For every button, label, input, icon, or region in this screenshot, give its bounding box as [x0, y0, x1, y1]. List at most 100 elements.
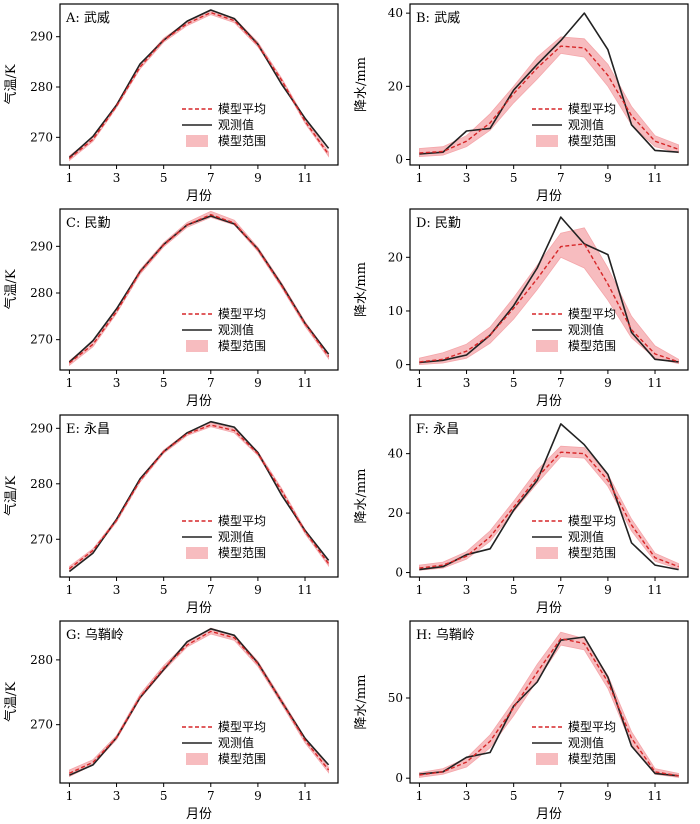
legend-obs-label: 观测值 [218, 322, 254, 337]
legend-mean-label: 模型平均 [568, 307, 616, 321]
x-tick-label: 1 [66, 171, 74, 185]
x-tick-label: 7 [557, 583, 565, 597]
model-mean-line [68, 424, 330, 570]
legend-mean-label: 模型平均 [218, 102, 266, 116]
legend-range-swatch [186, 340, 208, 352]
panel-title: D: 民勤 [416, 216, 461, 231]
legend-range-label: 模型范围 [218, 546, 266, 560]
x-tick-label: 5 [160, 376, 168, 390]
y-tick-label: 280 [30, 286, 53, 300]
x-tick-label: 3 [113, 789, 121, 803]
plot-frame [409, 3, 689, 166]
legend-obs-label: 观测值 [218, 735, 254, 750]
panel-title: C: 民勤 [66, 216, 110, 231]
legend-range-label: 模型范围 [218, 134, 266, 148]
legend-range-label: 模型范围 [568, 752, 616, 766]
x-tick-label: 9 [254, 789, 262, 803]
legend-mean-label: 模型平均 [568, 514, 616, 528]
x-tick-label: 11 [647, 171, 662, 185]
x-tick-label: 3 [113, 583, 121, 597]
model-range-band [69, 422, 329, 572]
panel-title: H: 乌鞘岭 [416, 627, 475, 643]
x-axis-label: 月份 [536, 601, 562, 616]
observed-line [419, 636, 679, 777]
x-tick-label: 9 [604, 583, 612, 597]
x-tick-label: 7 [557, 171, 565, 185]
x-tick-label: 3 [463, 171, 471, 185]
legend-mean-label: 模型平均 [218, 514, 266, 528]
plot-frame [409, 620, 689, 784]
legend-obs-label: 观测值 [218, 529, 254, 544]
x-tick-label: 5 [510, 789, 518, 803]
plot-frame [59, 3, 339, 166]
legend-range-label: 模型范围 [568, 339, 616, 353]
y-axis-label: 气温/K [3, 269, 19, 309]
x-axis-label: 月份 [536, 807, 562, 822]
legend-range-swatch [536, 135, 558, 147]
legend-range-label: 模型范围 [218, 752, 266, 766]
x-tick-label: 3 [463, 376, 471, 390]
model-range-band [69, 10, 329, 162]
x-axis-label: 月份 [186, 189, 212, 204]
legend-mean-label: 模型平均 [218, 307, 266, 321]
legend-range-label: 模型范围 [568, 134, 616, 148]
x-tick-label: 1 [66, 583, 74, 597]
y-tick-label: 20 [388, 79, 403, 93]
y-tick-label: 0 [395, 358, 403, 372]
y-axis-label: 降水/mm [354, 674, 369, 729]
observed-line [419, 423, 679, 571]
legend-range-swatch [536, 547, 558, 559]
x-tick-label: 11 [297, 789, 312, 803]
y-tick-label: 20 [388, 250, 403, 264]
legend-range-label: 模型范围 [568, 546, 616, 560]
y-tick-label: 280 [30, 80, 53, 94]
x-tick-label: 5 [160, 583, 168, 597]
y-axis-label: 降水/mm [354, 468, 369, 523]
x-axis-label: 月份 [536, 394, 562, 409]
y-axis-label: 气温/K [3, 682, 19, 722]
x-tick-label: 3 [113, 376, 121, 390]
y-tick-label: 0 [395, 153, 403, 167]
y-tick-label: 270 [30, 333, 53, 347]
legend-range-swatch [536, 340, 558, 352]
legend-mean-label: 模型平均 [568, 720, 616, 734]
y-tick-label: 0 [395, 771, 403, 785]
x-tick-label: 11 [647, 789, 662, 803]
x-tick-label: 9 [254, 583, 262, 597]
y-tick-label: 270 [30, 130, 53, 144]
y-tick-label: 290 [30, 239, 53, 253]
legend-range-swatch [186, 135, 208, 147]
x-tick-label: 1 [66, 789, 74, 803]
model-range-band [69, 210, 329, 367]
x-axis-label: 月份 [186, 394, 212, 409]
legend-range-label: 模型范围 [218, 339, 266, 353]
y-axis-label: 气温/K [3, 64, 19, 104]
y-axis-label: 降水/mm [354, 57, 369, 112]
model-range-band [419, 227, 679, 366]
x-tick-label: 9 [604, 376, 612, 390]
x-tick-label: 9 [604, 171, 612, 185]
legend-obs-label: 观测值 [568, 735, 604, 750]
x-tick-label: 3 [113, 171, 121, 185]
y-tick-label: 290 [30, 421, 53, 435]
x-tick-label: 11 [297, 376, 312, 390]
plot-frame [409, 208, 689, 371]
model-mean-line [419, 637, 679, 777]
y-tick-label: 10 [388, 304, 403, 318]
x-tick-label: 5 [510, 583, 518, 597]
x-axis-label: 月份 [186, 601, 212, 616]
x-tick-label: 5 [160, 789, 168, 803]
x-axis-label: 月份 [186, 807, 212, 822]
y-tick-label: 20 [388, 506, 403, 520]
x-tick-label: 5 [160, 171, 168, 185]
x-tick-label: 7 [207, 171, 215, 185]
